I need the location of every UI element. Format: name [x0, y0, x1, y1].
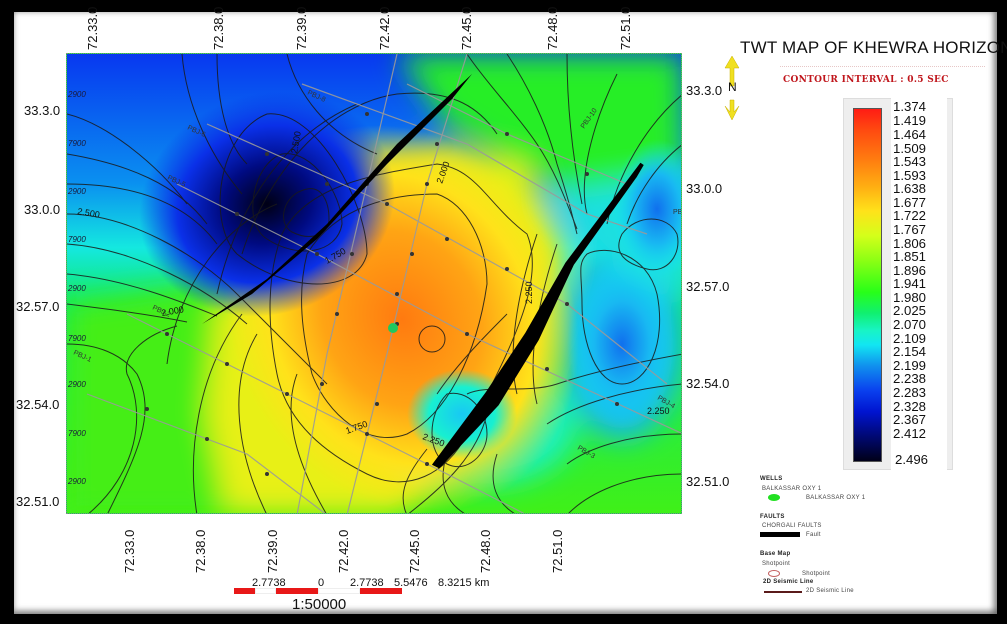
svg-text:2900: 2900 — [67, 187, 86, 196]
lon-tick-top: 72.51.0 — [618, 6, 633, 50]
lat-tick-left: 32.54.0 — [16, 397, 60, 412]
colorscale-value: 1.980 — [893, 290, 927, 305]
colorscale-value: 1.677 — [893, 195, 927, 210]
lon-tick-bottom: 72.33.0 — [122, 529, 137, 573]
lon-tick-bottom: 72.45.0 — [407, 529, 422, 573]
contour-interval-label: CONTOUR INTERVAL : 0.5 SEC — [783, 75, 949, 85]
lon-tick-bottom: 72.51.0 — [550, 529, 565, 573]
legend-seismic-header: 2D Seismic Line — [763, 579, 814, 585]
north-arrow-icon — [724, 56, 740, 120]
title-divider — [780, 66, 985, 67]
scale-label: 5.5476 — [394, 577, 428, 589]
lon-tick-top: 72.33.0 — [85, 6, 100, 50]
colorscale-value: 1.509 — [893, 141, 927, 156]
colorscale-value: 1.851 — [893, 249, 927, 264]
lon-tick-bottom: 72.39.0 — [265, 529, 280, 573]
lat-tick-right: 32.54.0 — [686, 376, 730, 391]
fault-symbol-icon — [760, 532, 800, 537]
lon-tick-top: 72.39.0 — [294, 6, 309, 50]
seismic-line-icon — [764, 591, 802, 593]
colorscale-value: 2.412 — [893, 426, 927, 441]
lon-tick-top: 72.45.0 — [459, 6, 474, 50]
scale-bar — [234, 588, 402, 594]
colorscale-value: 2.109 — [893, 331, 927, 346]
colorscale-values: 1.374 1.419 1.464 1.509 1.543 1.593 1.63… — [891, 98, 947, 470]
colorscale-value: 2.283 — [893, 385, 927, 400]
svg-text:7900: 7900 — [68, 139, 86, 148]
north-label: N — [728, 80, 737, 94]
lon-tick-top: 72.42.0 — [377, 6, 392, 50]
colorscale-value: 1.767 — [893, 222, 927, 237]
lat-tick-right: 33.3.0 — [686, 83, 723, 98]
svg-text:2900: 2900 — [67, 477, 86, 486]
legend-seismic-label: 2D Seismic Line — [806, 588, 854, 594]
colorscale-value: 2.025 — [893, 303, 927, 318]
colorscale-value: 1.638 — [893, 181, 927, 196]
colorscale-value: 1.419 — [893, 113, 927, 128]
colorscale-value: 2.199 — [893, 358, 927, 373]
lat-tick-right: 32.51.0 — [686, 474, 730, 489]
legend-shotpoint-label: Shotpoint — [802, 571, 831, 577]
lon-tick-top: 72.48.0 — [545, 6, 560, 50]
legend-well-name: BALKASSAR OXY 1 — [762, 486, 822, 492]
legend-well-symbol-label: BALKASSAR OXY 1 — [806, 495, 866, 501]
colorscale-value: 1.593 — [893, 168, 927, 183]
scale-label: 0 — [318, 577, 325, 589]
scale-label: 2.7738 — [350, 577, 384, 589]
lon-tick-bottom: 72.48.0 — [478, 529, 493, 573]
svg-text:2900: 2900 — [67, 380, 86, 389]
fault-southeast — [431, 162, 644, 469]
legend-basemap-header: Base Map — [760, 551, 791, 557]
lat-tick-left: 33.0.0 — [24, 202, 61, 217]
colorscale-value: 2.238 — [893, 371, 927, 386]
colorscale-value: 1.896 — [893, 263, 927, 278]
colorscale-value: 1.941 — [893, 276, 927, 291]
colorscale-value: 2.154 — [893, 344, 927, 359]
colorscale-value: 2.496 — [895, 452, 929, 467]
contour-surface: 2.500 1.750 1.750 2.000 2.000 2.250 2.25… — [67, 54, 682, 513]
svg-text:2.500: 2.500 — [289, 130, 303, 154]
colorscale-value: 1.374 — [893, 99, 927, 114]
legend-fault-label: Fault — [806, 532, 821, 538]
svg-text:PB8: PB8 — [673, 209, 682, 216]
legend-shotpoint-header: Shotpoint — [762, 561, 791, 567]
lat-tick-right: 32.57.0 — [686, 279, 730, 294]
lat-tick-left: 33.3.0 — [24, 103, 61, 118]
colorscale-value: 2.070 — [893, 317, 927, 332]
svg-text:2.250: 2.250 — [647, 406, 670, 416]
colorscale-value: 1.722 — [893, 208, 927, 223]
lat-tick-left: 32.51.0 — [16, 494, 60, 509]
svg-text:2900: 2900 — [67, 284, 86, 293]
well-symbol-icon — [768, 494, 780, 501]
colorscale-value: 1.464 — [893, 127, 927, 142]
well-balkassar-oxy-1 — [388, 323, 398, 333]
map-title: TWT MAP OF KHEWRA HORIZON — [740, 38, 1007, 57]
scale-label: 2.7738 — [252, 577, 286, 589]
scale-label: 8.3215 km — [438, 577, 490, 589]
svg-text:7900: 7900 — [68, 235, 86, 244]
legend-wells-header: WELLS — [760, 476, 783, 482]
legend-faults-header: FAULTS — [760, 514, 785, 520]
lon-tick-bottom: 72.38.0 — [193, 529, 208, 573]
svg-text:2.000: 2.000 — [161, 304, 185, 318]
lat-tick-right: 33.0.0 — [686, 181, 723, 196]
svg-text:2.250: 2.250 — [524, 281, 534, 304]
scale-ratio: 1:50000 — [292, 596, 347, 613]
colorscale-value: 1.806 — [893, 236, 927, 251]
legend-fault-name: CHORGALI FAULTS — [762, 523, 822, 529]
shotpoint-symbol-icon — [768, 570, 780, 577]
colorscale-value: 2.328 — [893, 399, 927, 414]
svg-text:7900: 7900 — [68, 334, 86, 343]
lon-tick-top: 72.38.0 — [211, 6, 226, 50]
twt-contour-map[interactable]: 2.500 1.750 1.750 2.000 2.000 2.250 2.25… — [66, 53, 682, 514]
colorscale-value: 1.543 — [893, 154, 927, 169]
svg-text:7900: 7900 — [68, 429, 86, 438]
lon-tick-bottom: 72.42.0 — [336, 529, 351, 573]
colorscale-bar — [853, 108, 882, 462]
colorscale-value: 2.367 — [893, 412, 927, 427]
lat-tick-left: 32.57.0 — [16, 299, 60, 314]
svg-text:2.500: 2.500 — [77, 206, 101, 220]
svg-text:2900: 2900 — [67, 90, 86, 99]
